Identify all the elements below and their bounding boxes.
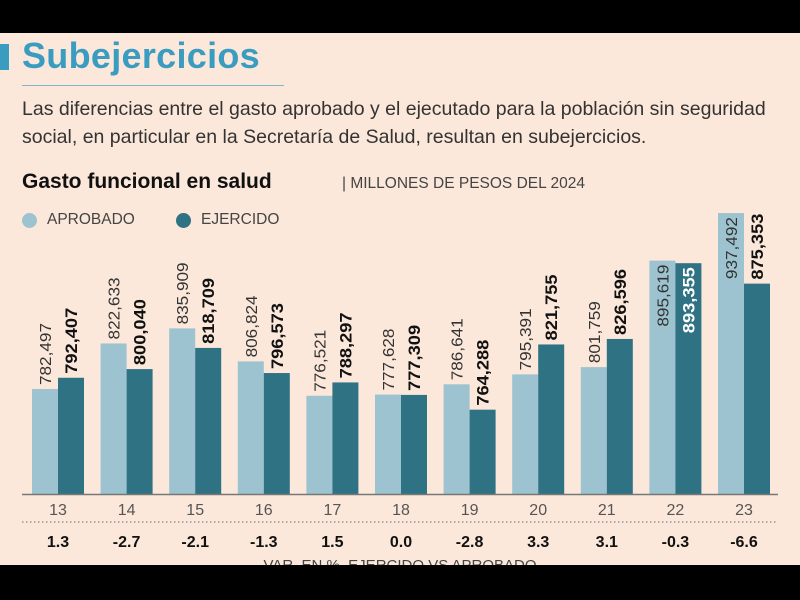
bar-aprobado-22 bbox=[649, 260, 676, 494]
x-tick-label: 22 bbox=[667, 502, 685, 519]
bar-ejercido-18 bbox=[401, 394, 427, 494]
bar-ejercido-22 bbox=[675, 263, 702, 494]
bar-ejercido-23 bbox=[744, 283, 770, 494]
chart-unit: | MILLONES DE PESOS DEL 2024 bbox=[342, 175, 585, 192]
data-label-ejercido-14: 800,040 bbox=[131, 299, 150, 365]
data-label-ejercido-16: 796,573 bbox=[268, 303, 287, 369]
x-tick-label: 13 bbox=[49, 502, 67, 519]
data-label-aprobado-13: 782,497 bbox=[38, 323, 55, 385]
data-label-ejercido-21: 826,596 bbox=[611, 269, 630, 335]
variation-value: 3.3 bbox=[527, 534, 549, 551]
data-label-ejercido-22: 893,355 bbox=[679, 267, 698, 333]
legend-dot-aprobado bbox=[22, 212, 37, 228]
x-tick-label: 19 bbox=[461, 502, 479, 519]
variation-value: -2.7 bbox=[113, 534, 141, 551]
data-label-aprobado-18: 777,628 bbox=[381, 328, 398, 390]
variation-value: 1.5 bbox=[321, 534, 343, 551]
bar-aprobado-23 bbox=[718, 213, 744, 495]
data-label-aprobado-15: 835,909 bbox=[175, 262, 192, 324]
x-tick-label: 17 bbox=[324, 502, 342, 519]
variation-value: -6.6 bbox=[730, 534, 758, 551]
x-tick-label: 23 bbox=[735, 502, 753, 519]
bar-ejercido-21 bbox=[606, 338, 633, 494]
data-label-aprobado-19: 786,641 bbox=[450, 318, 467, 380]
variation-value: 0.0 bbox=[390, 534, 412, 551]
x-tick-label: 18 bbox=[392, 502, 410, 519]
variation-value: 1.3 bbox=[47, 534, 69, 551]
data-label-ejercido-17: 788,297 bbox=[336, 312, 355, 378]
data-label-ejercido-23: 875,353 bbox=[748, 214, 767, 280]
infographic: Subejercicios Las diferencias entre el g… bbox=[0, 33, 800, 565]
x-tick-label: 16 bbox=[255, 502, 273, 519]
data-label-ejercido-18: 777,309 bbox=[405, 325, 424, 391]
x-tick-label: 20 bbox=[529, 502, 547, 519]
data-label-aprobado-23: 937,492 bbox=[724, 217, 741, 279]
data-label-aprobado-14: 822,633 bbox=[107, 277, 124, 339]
x-tick-label: 21 bbox=[598, 502, 616, 519]
chart-title: Gasto funcional en salud bbox=[22, 170, 272, 193]
legend-label-aprobado: APROBADO bbox=[47, 211, 135, 228]
variation-value: -2.1 bbox=[181, 534, 209, 551]
bar-aprobado-21 bbox=[580, 367, 607, 494]
bar-aprobado-13 bbox=[32, 389, 58, 494]
bar-aprobado-18 bbox=[375, 394, 401, 494]
bar-ejercido-14 bbox=[126, 369, 153, 494]
bar-aprobado-17 bbox=[306, 395, 333, 494]
bar-chart: 782,497 792,407 13 1.3 822,633 800,040 14 -2.7 8… bbox=[22, 213, 778, 551]
variation-value: -0.3 bbox=[662, 534, 690, 551]
bar-ejercido-13 bbox=[58, 377, 84, 494]
description: Las diferencias entre el gasto aprobado … bbox=[22, 98, 766, 148]
data-label-ejercido-19: 764,288 bbox=[474, 340, 493, 406]
variation-value: -2.8 bbox=[456, 534, 484, 551]
data-label-ejercido-15: 818,709 bbox=[199, 278, 218, 344]
legend-aprobado: APROBADO bbox=[22, 211, 135, 229]
data-label-aprobado-20: 795,391 bbox=[518, 308, 535, 370]
bar-ejercido-16 bbox=[263, 373, 290, 494]
data-label-aprobado-22: 895,619 bbox=[655, 265, 672, 327]
data-label-aprobado-21: 801,759 bbox=[587, 301, 604, 363]
bar-aprobado-15 bbox=[169, 328, 196, 494]
bar-aprobado-19 bbox=[443, 384, 470, 494]
bar-ejercido-15 bbox=[195, 347, 222, 494]
title-accent-bar bbox=[0, 44, 9, 70]
x-tick-label: 15 bbox=[186, 502, 204, 519]
data-label-ejercido-13: 792,407 bbox=[62, 308, 81, 374]
bar-aprobado-14 bbox=[100, 343, 127, 494]
bar-ejercido-20 bbox=[538, 344, 565, 494]
legend-ejercido: EJERCIDO bbox=[176, 211, 279, 229]
bar-aprobado-16 bbox=[237, 361, 264, 494]
variation-caption: VAR. EN %, EJERCIDO VS APROBADO bbox=[0, 557, 800, 565]
variation-value: 3.1 bbox=[596, 534, 618, 551]
bar-ejercido-19 bbox=[469, 409, 496, 494]
bar-aprobado-20 bbox=[512, 374, 539, 494]
page-title: Subejercicios bbox=[22, 35, 261, 76]
variation-value: -1.3 bbox=[250, 534, 278, 551]
x-tick-label: 14 bbox=[118, 502, 136, 519]
data-label-aprobado-16: 806,824 bbox=[244, 295, 261, 357]
title-underline bbox=[22, 85, 284, 86]
legend-dot-ejercido bbox=[176, 212, 191, 228]
data-label-ejercido-20: 821,755 bbox=[542, 274, 561, 340]
data-label-aprobado-17: 776,521 bbox=[312, 330, 329, 392]
bar-ejercido-17 bbox=[332, 382, 359, 494]
legend-label-ejercido: EJERCIDO bbox=[201, 211, 280, 228]
